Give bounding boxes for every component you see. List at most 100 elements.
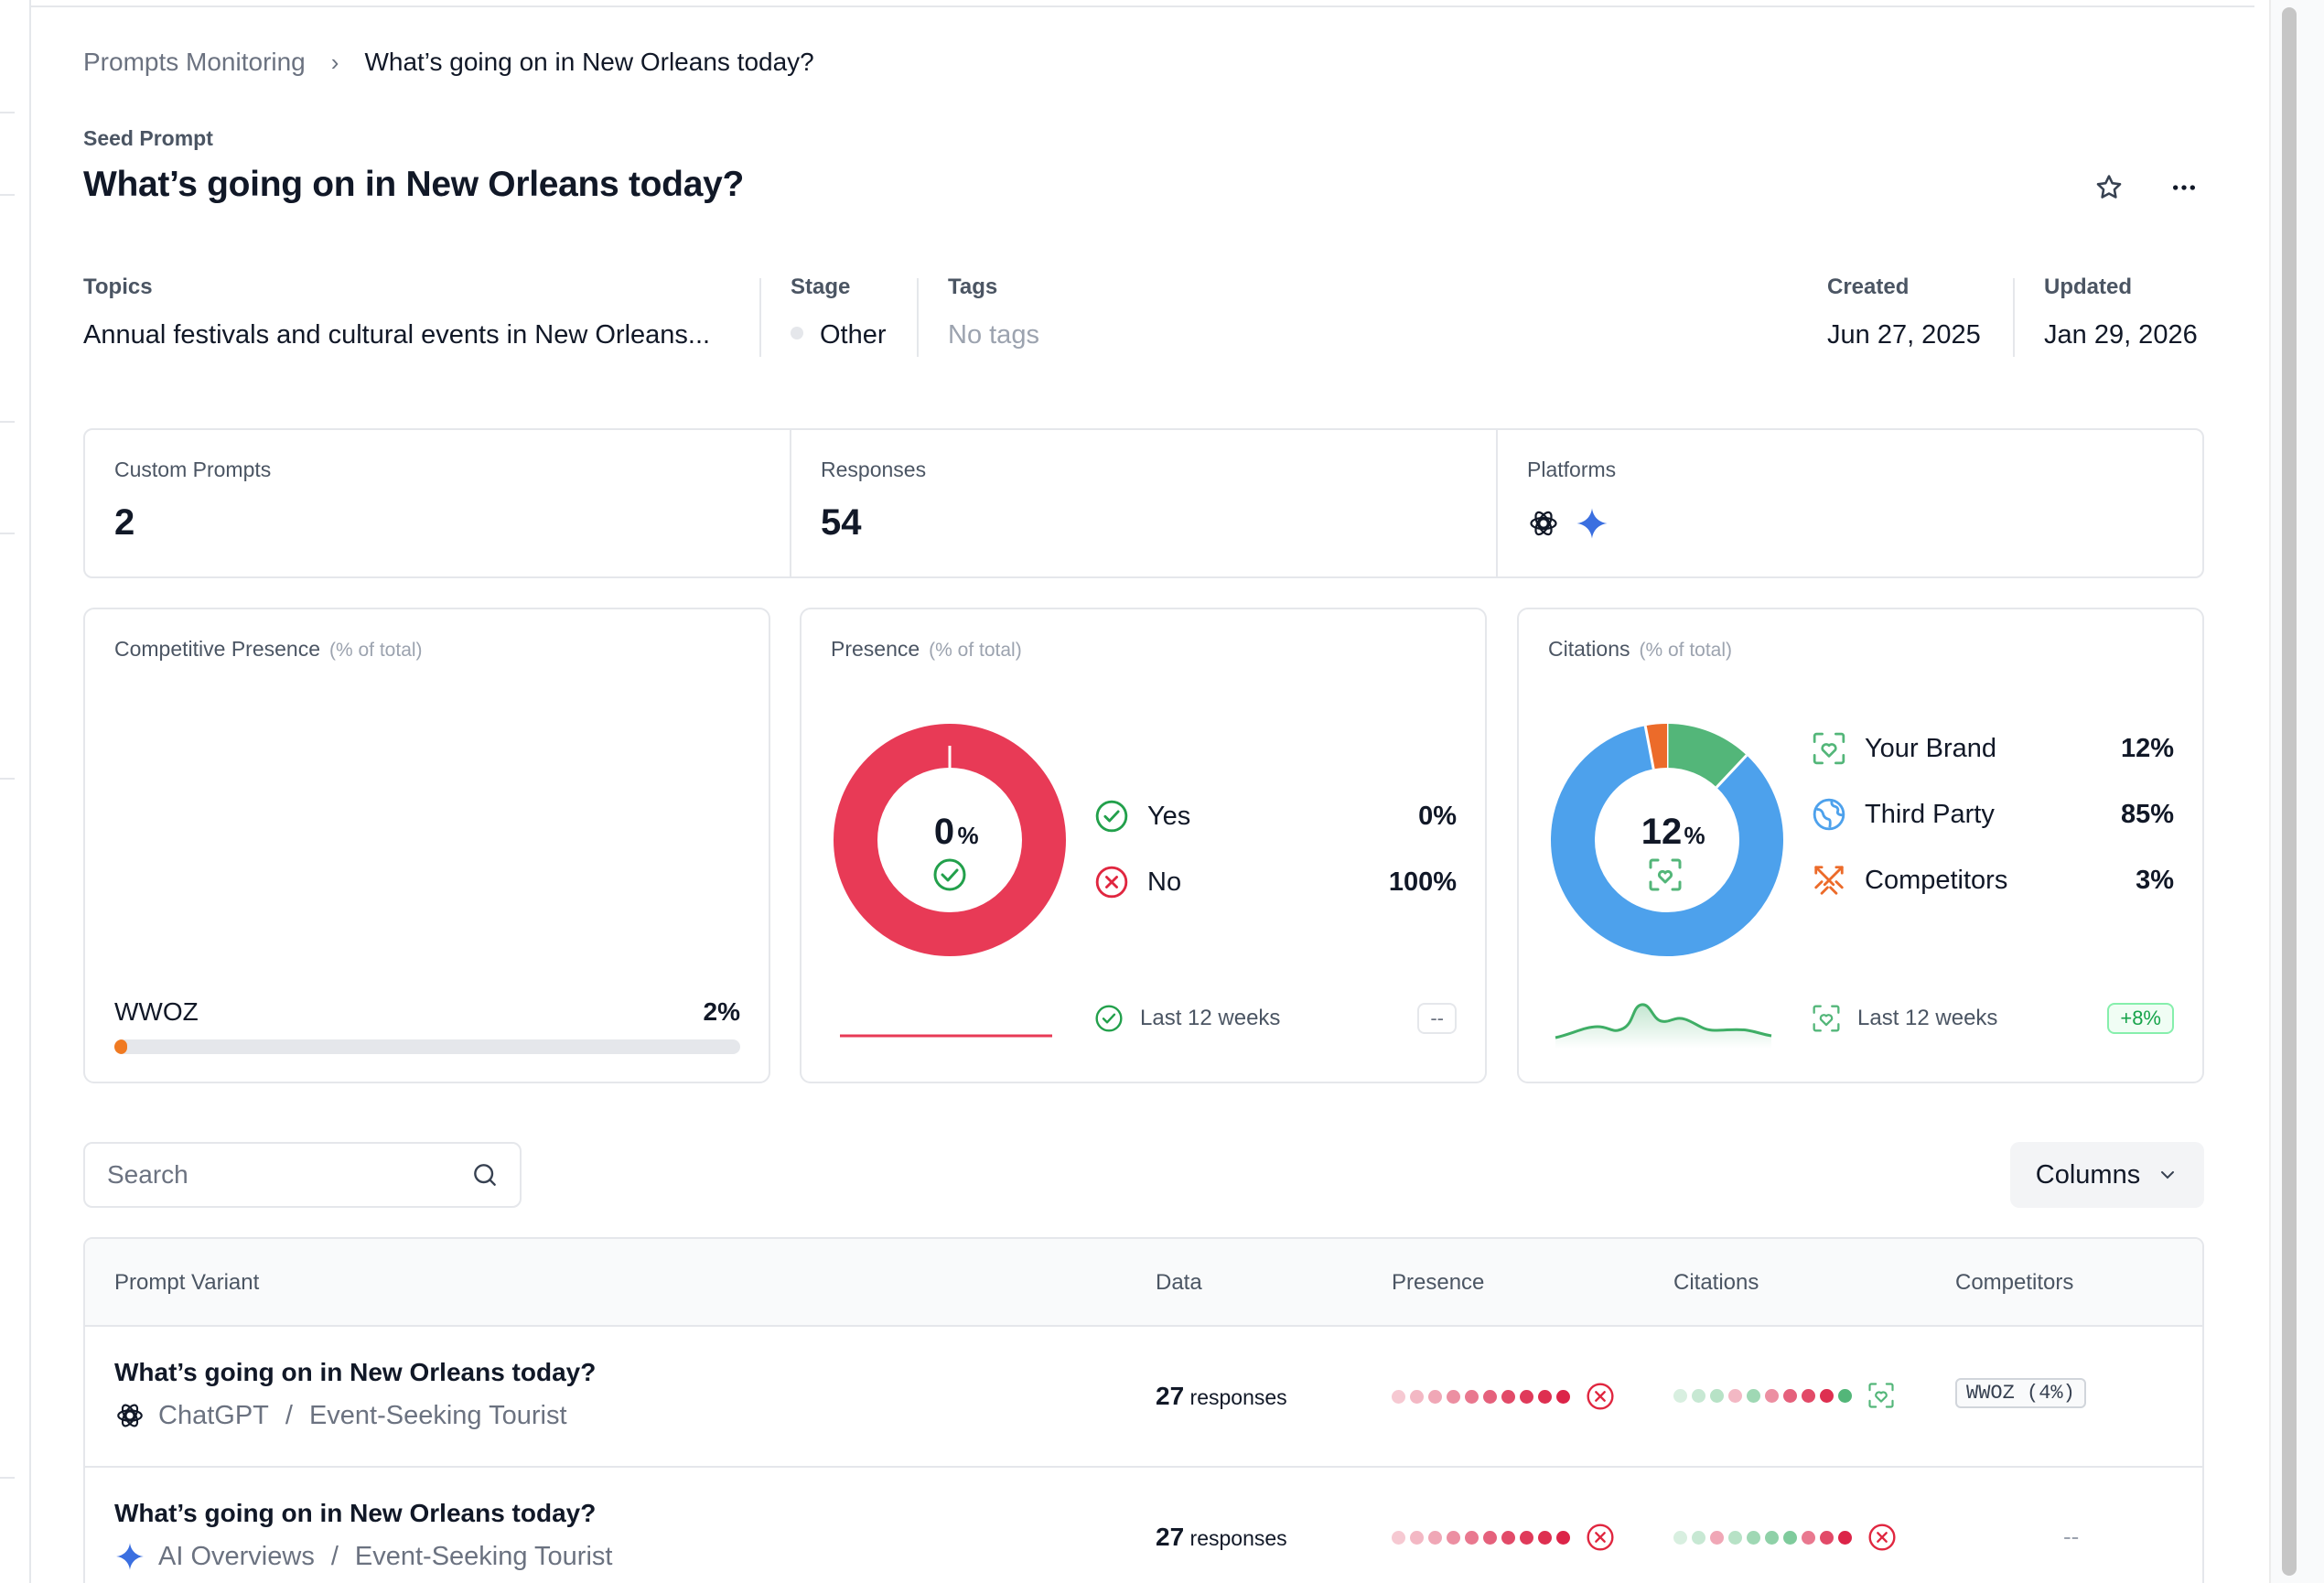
citations-competitors-label: Competitors — [1865, 865, 2008, 895]
competitor-chip[interactable]: WWOZ (4%) — [1955, 1378, 2086, 1408]
competitor-bar-fill — [114, 1039, 127, 1054]
presence-footer: Last 12 weeks -- — [1094, 1003, 1457, 1034]
chevron-down-icon — [2161, 1171, 2175, 1179]
tags-value[interactable]: No tags — [948, 320, 1039, 350]
variant-platform: AI Overviews — [158, 1541, 315, 1571]
column-header-variant[interactable]: Prompt Variant — [114, 1270, 260, 1295]
citations-your-brand-label: Your Brand — [1865, 733, 1997, 763]
brand-heart-scan-icon — [1868, 1383, 1894, 1408]
citations-legend-third-party: Third Party 85% — [1812, 781, 2174, 847]
history-dot — [1556, 1530, 1570, 1545]
history-dot — [1747, 1388, 1760, 1403]
column-header-data[interactable]: Data — [1156, 1270, 1202, 1295]
citations-title: Citations — [1548, 637, 1630, 661]
competitive-presence-subtitle: (% of total) — [329, 640, 423, 661]
history-dot — [1483, 1389, 1497, 1404]
competitor-name: WWOZ — [114, 997, 199, 1026]
columns-button[interactable]: Columns — [2010, 1142, 2204, 1208]
presence-yes-label: Yes — [1147, 801, 1191, 831]
variant-question[interactable]: What’s going on in New Orleans today? — [114, 1358, 597, 1386]
seed-prompt-label: Seed Prompt — [83, 126, 213, 150]
favorite-star-button[interactable] — [2089, 167, 2129, 208]
stage-label: Stage — [791, 275, 851, 299]
search-icon[interactable] — [470, 1160, 500, 1190]
history-dot — [1428, 1389, 1442, 1404]
more-options-button[interactable] — [2164, 167, 2204, 208]
citations-legend-your-brand: Your Brand 12% — [1812, 716, 2174, 781]
chatgpt-icon — [117, 1404, 143, 1427]
stage-dot — [791, 327, 803, 340]
rail-divider — [0, 533, 15, 534]
column-header-citations[interactable]: Citations — [1673, 1270, 1759, 1295]
rail-divider — [0, 194, 15, 196]
citations-competitors-pct: 3% — [2136, 865, 2174, 895]
response-count-unit: responses — [1189, 1526, 1287, 1550]
variant-separator: / — [285, 1400, 293, 1430]
created-field: Created Jun 27, 2025 — [1827, 275, 1981, 350]
citations-donut: 12 % — [1551, 724, 1783, 956]
history-dot — [1556, 1389, 1570, 1404]
history-dot — [1520, 1530, 1533, 1545]
presence-dots — [1392, 1530, 1570, 1545]
citations-donut-segment-your-brand — [1666, 724, 1747, 788]
check-circle-icon — [1095, 800, 1128, 833]
presence-donut: 0 % — [834, 724, 1066, 956]
competitor-row: WWOZ 2% — [114, 997, 740, 1054]
gemini-sparkle-icon — [1576, 508, 1608, 539]
response-count: 27 responses — [1156, 1523, 1287, 1552]
history-dot — [1428, 1530, 1442, 1545]
table-row[interactable]: What’s going on in New Orleans today? Ch… — [85, 1327, 2202, 1468]
history-dot — [1392, 1530, 1405, 1545]
column-header-competitors[interactable]: Competitors — [1955, 1270, 2074, 1295]
top-border — [31, 0, 2254, 7]
competitor-pct: 2% — [703, 997, 740, 1026]
response-count: 27 responses — [1156, 1382, 1287, 1411]
globe-icon — [1813, 798, 1845, 831]
history-dot — [1802, 1388, 1815, 1403]
variant-meta: AI Overviews / Event-Seeking Tourist — [114, 1541, 612, 1572]
search-box[interactable] — [83, 1142, 522, 1208]
citations-donut-segment-third-party — [1551, 726, 1783, 956]
breadcrumb-parent-link[interactable]: Prompts Monitoring — [83, 48, 306, 76]
responses-stat: Responses 54 — [790, 430, 1496, 576]
history-dot — [1838, 1388, 1852, 1403]
scrollbar-thumb[interactable] — [2282, 7, 2297, 1576]
variant-question[interactable]: What’s going on in New Orleans today? — [114, 1499, 597, 1527]
scrollbar[interactable] — [2269, 0, 2324, 1583]
custom-prompts-value: 2 — [114, 502, 135, 543]
history-dot — [1728, 1530, 1742, 1545]
presence-legend-yes: Yes 0% — [1094, 783, 1457, 849]
prompt-metadata: Topics Annual festivals and cultural eve… — [83, 275, 2204, 366]
history-dot — [1747, 1530, 1760, 1545]
search-input[interactable] — [107, 1160, 470, 1190]
gemini-sparkle-icon — [116, 1543, 144, 1570]
check-circle-icon — [933, 858, 966, 891]
history-dot — [1501, 1389, 1515, 1404]
tags-field: Tags No tags — [948, 275, 1039, 350]
competitor-empty: -- — [2063, 1523, 2080, 1550]
platforms-stat: Platforms — [1496, 430, 2202, 576]
history-dot — [1765, 1530, 1779, 1545]
presence-history — [1392, 1523, 1615, 1552]
variant-platform: ChatGPT — [158, 1400, 269, 1430]
custom-prompts-label: Custom Prompts — [114, 458, 272, 481]
created-value: Jun 27, 2025 — [1827, 320, 1981, 350]
title-actions — [2089, 167, 2204, 208]
history-dot — [1410, 1530, 1424, 1545]
table-row[interactable]: What’s going on in New Orleans today? AI… — [85, 1468, 2202, 1583]
column-header-presence[interactable]: Presence — [1392, 1270, 1485, 1295]
citations-center-value: 12 — [1641, 812, 1683, 852]
citation-dots — [1673, 1530, 1852, 1545]
history-dot — [1783, 1530, 1797, 1545]
history-dot — [1465, 1530, 1479, 1545]
history-dot — [1673, 1530, 1687, 1545]
columns-button-label: Columns — [2035, 1159, 2141, 1190]
citations-your-brand-pct: 12% — [2120, 733, 2174, 763]
presence-legend-no: No 100% — [1094, 849, 1457, 915]
meta-divider — [2013, 278, 2015, 357]
brand-heart-scan-icon — [1649, 858, 1682, 891]
presence-subtitle: (% of total) — [929, 640, 1022, 661]
ellipsis-icon — [2173, 185, 2195, 190]
history-dot — [1447, 1530, 1460, 1545]
breadcrumb: Prompts Monitoring › What’s going on in … — [83, 48, 814, 77]
